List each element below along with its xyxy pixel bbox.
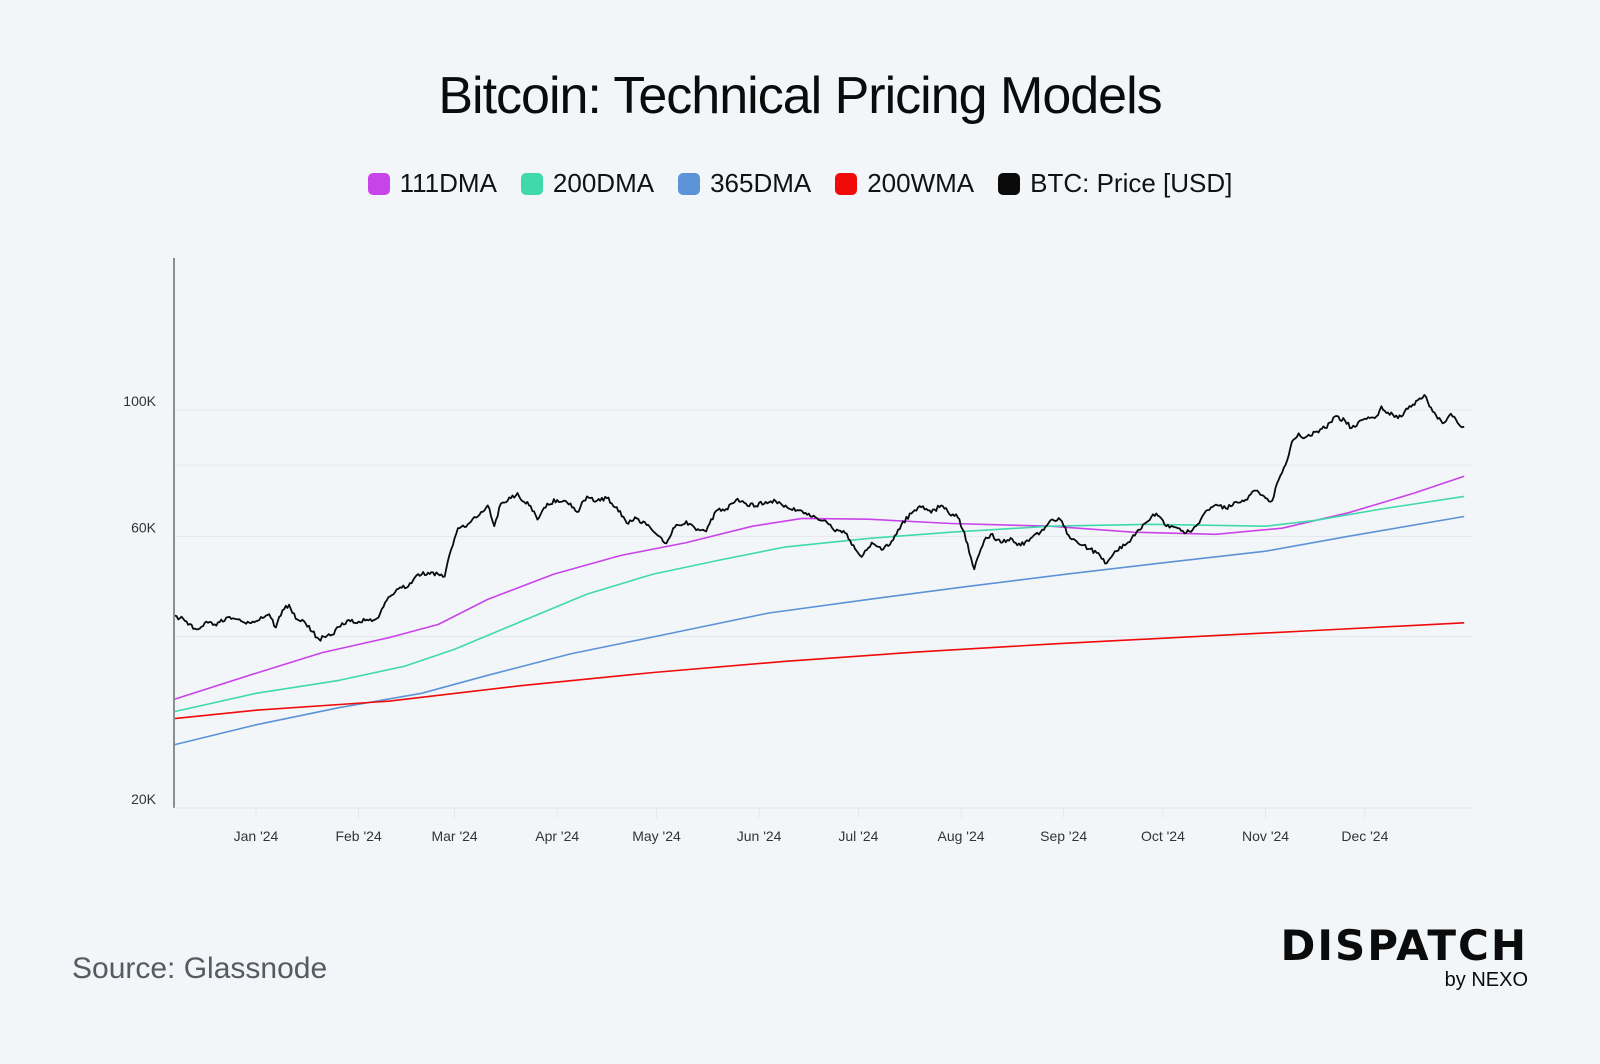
x-tick-label: Nov '24	[1242, 828, 1289, 844]
legend-label: 200DMA	[552, 168, 655, 198]
y-axis: 20K 60K 100K	[123, 393, 156, 807]
x-tick-label: May '24	[632, 828, 681, 844]
legend-item-365dma[interactable]: 365DMA	[678, 168, 811, 199]
legend-swatch-365dma	[678, 172, 701, 195]
legend-swatch-111dma	[367, 172, 390, 195]
series-line-200dma	[173, 495, 1465, 713]
y-tick-label: 60K	[131, 519, 157, 535]
x-tick-label: Feb '24	[335, 828, 381, 844]
brand-name: DISPATCH	[1280, 921, 1528, 970]
x-tick-label: Oct '24	[1141, 828, 1185, 844]
legend-swatch-200dma	[520, 172, 543, 195]
chart-title: Bitcoin: Technical Pricing Models	[438, 67, 1162, 125]
series-line-365dma	[173, 515, 1465, 746]
y-tick-label: 100K	[123, 393, 156, 409]
x-tick-label: Mar '24	[431, 828, 477, 844]
x-tick-label: Apr '24	[535, 828, 579, 844]
series-line-111dma	[173, 475, 1465, 701]
x-tick-label: Jul '24	[838, 828, 878, 844]
x-tick-label: Jan '24	[234, 828, 279, 844]
legend-label: BTC: Price [USD]	[1030, 168, 1233, 198]
x-axis: Jan '24 Feb '24 Mar '24 Apr '24 May '24 Jun '…	[234, 808, 1389, 844]
brand-logo: DISPATCH by NEXO	[1280, 925, 1528, 992]
legend-label: 200WMA	[867, 168, 975, 198]
x-tick-label: Dec '24	[1341, 828, 1388, 844]
x-tick-label: Jun '24	[737, 828, 782, 844]
legend-label: 111DMA	[399, 168, 497, 198]
legend-item-btc-price[interactable]: BTC: Price [USD]	[998, 168, 1232, 199]
x-tick-label: Aug '24	[938, 828, 985, 844]
legend-swatch-200wma	[835, 172, 858, 195]
legend-label: 365DMA	[710, 168, 812, 198]
legend: 111DMA 200DMA 365DMA 200WMA BTC: Price […	[0, 168, 1600, 199]
series-line-btc-price-usd	[173, 394, 1465, 642]
x-tick-label: Sep '24	[1040, 828, 1087, 844]
legend-swatch-btc-price	[998, 172, 1021, 195]
legend-item-200dma[interactable]: 200DMA	[520, 168, 655, 199]
brand-subtitle: by NEXO	[1444, 969, 1528, 991]
series-line-200wma	[173, 622, 1465, 720]
grid-lines	[174, 409, 1472, 638]
series-lines	[173, 394, 1465, 746]
legend-item-111dma[interactable]: 111DMA	[367, 168, 497, 199]
y-tick-label: 20K	[131, 791, 157, 807]
source-label: Source: Glassnode	[72, 952, 328, 985]
legend-item-200wma[interactable]: 200WMA	[835, 168, 974, 199]
